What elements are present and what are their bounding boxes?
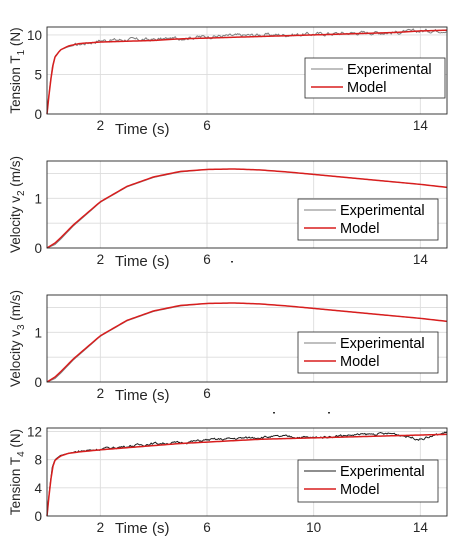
legend-label-model: Model: [340, 354, 380, 370]
legend-label-model: Model: [340, 221, 380, 237]
x-axis-label: Time (s): [115, 121, 169, 138]
y-axis-label: Velocity v3 (m/s): [8, 290, 27, 387]
series-line-model: [46, 302, 448, 383]
y-axis-label: Velocity v2 (m/s): [8, 156, 27, 253]
legend-box: [297, 198, 439, 241]
series-line-experimental: [46, 431, 448, 517]
chart-panel-4: 2 6 10 14 0 4 8 12 Time (s) Tension T4 (N) Experim…: [8, 425, 448, 537]
legend: Experimental Model: [304, 57, 446, 99]
series-line-experimental: [46, 28, 448, 115]
x-tick-label: 2: [97, 118, 105, 133]
axes-frame: [46, 427, 448, 517]
x-tick-label: 10: [306, 520, 321, 535]
y-axis-label: Tension T1 (N): [8, 27, 27, 113]
chart-panel-3: 2 6 0 1 Time (s) Velocity v3 (m/s) Experimenta…: [8, 290, 448, 404]
legend-label-experimental: Experimental: [347, 62, 432, 78]
axes-frame: [46, 26, 448, 115]
legend: Experimental Model: [297, 331, 439, 374]
x-tick-label: 6: [203, 520, 211, 535]
x-axis-label: Time (s): [115, 387, 169, 404]
x-tick-label: 14: [413, 520, 429, 535]
y-tick-label: 0: [34, 375, 42, 390]
y-tick-label: 1: [34, 325, 42, 340]
x-tick-label: 14: [413, 252, 429, 267]
x-tick-label: 2: [97, 386, 105, 401]
y-tick-label: 12: [27, 425, 42, 440]
legend-box: [297, 331, 439, 374]
y-tick-label: 4: [34, 481, 42, 496]
legend: Experimental Model: [297, 459, 439, 503]
legend-label-model: Model: [347, 80, 387, 96]
y-tick-label: 0: [34, 107, 42, 122]
y-tick-label: 10: [27, 28, 42, 43]
x-tick-label: 6: [203, 118, 211, 133]
y-tick-label: 1: [34, 191, 42, 206]
x-tick-label: 6: [203, 386, 211, 401]
y-tick-label: 0: [34, 509, 42, 524]
x-axis-label: Time (s): [115, 520, 169, 537]
legend: Experimental Model: [297, 198, 439, 241]
legend-label-experimental: Experimental: [340, 464, 425, 480]
legend-label-experimental: Experimental: [340, 203, 425, 219]
legend-box: [297, 459, 439, 503]
x-tick-label: 2: [97, 520, 105, 535]
y-tick-label: 8: [34, 453, 42, 468]
legend-label-experimental: Experimental: [340, 336, 425, 352]
x-axis-label: Time (s): [115, 253, 169, 270]
stray-mark: [328, 412, 330, 414]
legend-label-model: Model: [340, 482, 380, 498]
series-line-model: [46, 168, 448, 249]
chart-panel-2: 2 6 14 0 1 Time (s) Velocity v2 (m/s) Experimen…: [8, 156, 448, 270]
x-tick-label: 2: [97, 252, 105, 267]
x-tick-label: 6: [203, 252, 211, 267]
axes-frame: [46, 160, 448, 249]
chart-panel-1: 2 6 14 0 5 10 Time (s) Tension T1 (N) Experiment…: [8, 26, 448, 138]
y-axis-label: Tension T4 (N): [8, 429, 27, 515]
stray-mark: [231, 261, 233, 263]
stray-mark: [273, 412, 275, 414]
legend-box: [304, 57, 446, 99]
y-tick-label: 0: [34, 241, 42, 256]
y-tick-label: 5: [34, 67, 42, 82]
series-line-model: [46, 29, 448, 115]
series-line-model: [46, 433, 448, 517]
axes-frame: [46, 294, 448, 383]
x-tick-label: 14: [413, 118, 429, 133]
